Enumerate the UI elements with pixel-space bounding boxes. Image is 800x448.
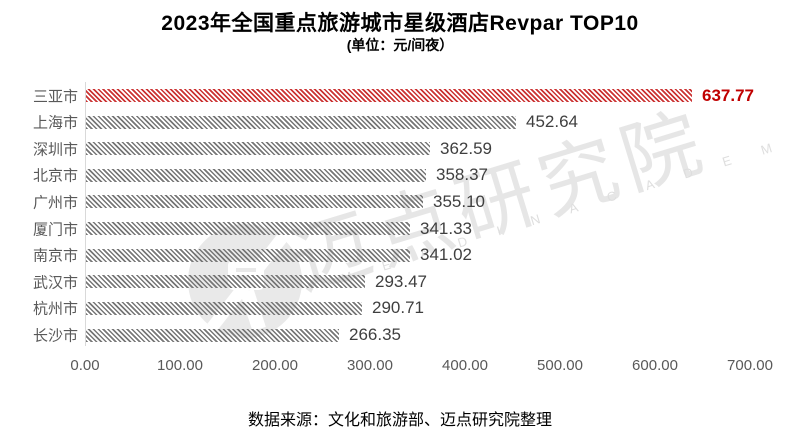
x-tick-label: 100.00 bbox=[157, 357, 203, 374]
value-label: 341.02 bbox=[420, 245, 472, 265]
bar bbox=[86, 195, 423, 209]
x-tick-label: 0.00 bbox=[70, 357, 100, 374]
x-tick-label: 400.00 bbox=[442, 357, 488, 374]
bar bbox=[86, 142, 430, 156]
category-label: 杭州市 bbox=[32, 300, 78, 318]
chart-title: 2023年全国重点旅游城市星级酒店Revpar TOP10 bbox=[161, 12, 639, 35]
data-source-note: 数据来源：文化和旅游部、迈点研究院整理 bbox=[247, 412, 552, 429]
bar bbox=[86, 222, 410, 236]
bar bbox=[86, 115, 516, 129]
category-label: 广州市 bbox=[32, 194, 78, 212]
value-label: 358.37 bbox=[436, 165, 488, 185]
bar bbox=[86, 168, 426, 182]
category-label: 北京市 bbox=[32, 167, 78, 185]
category-label: 上海市 bbox=[32, 114, 78, 132]
x-tick-label: 300.00 bbox=[347, 357, 393, 374]
bar bbox=[86, 248, 410, 262]
category-label: 长沙市 bbox=[32, 327, 78, 345]
value-label: 266.35 bbox=[349, 325, 401, 345]
category-label: 厦门市 bbox=[32, 221, 78, 239]
value-label: 341.33 bbox=[420, 218, 472, 238]
value-label: 362.59 bbox=[440, 138, 492, 158]
bar bbox=[86, 89, 692, 102]
x-tick-label: 200.00 bbox=[252, 357, 298, 374]
bar bbox=[86, 301, 362, 315]
x-tick-label: 700.00 bbox=[727, 357, 773, 374]
value-label: 452.64 bbox=[526, 112, 578, 132]
category-label: 三亚市 bbox=[32, 88, 78, 105]
category-label: 南京市 bbox=[32, 247, 78, 265]
category-label: 深圳市 bbox=[32, 141, 78, 159]
value-label: 293.47 bbox=[375, 271, 427, 291]
bar bbox=[86, 275, 365, 289]
chart-subtitle-unit: (单位：元/间夜） bbox=[346, 37, 454, 53]
value-label: 290.71 bbox=[372, 298, 424, 318]
category-label: 武汉市 bbox=[32, 274, 78, 292]
y-axis-line bbox=[85, 82, 86, 346]
bar bbox=[86, 328, 339, 342]
value-label: 637.77 bbox=[702, 85, 754, 105]
x-tick-label: 600.00 bbox=[632, 357, 678, 374]
x-tick-label: 500.00 bbox=[537, 357, 583, 374]
value-label: 355.10 bbox=[433, 191, 485, 211]
